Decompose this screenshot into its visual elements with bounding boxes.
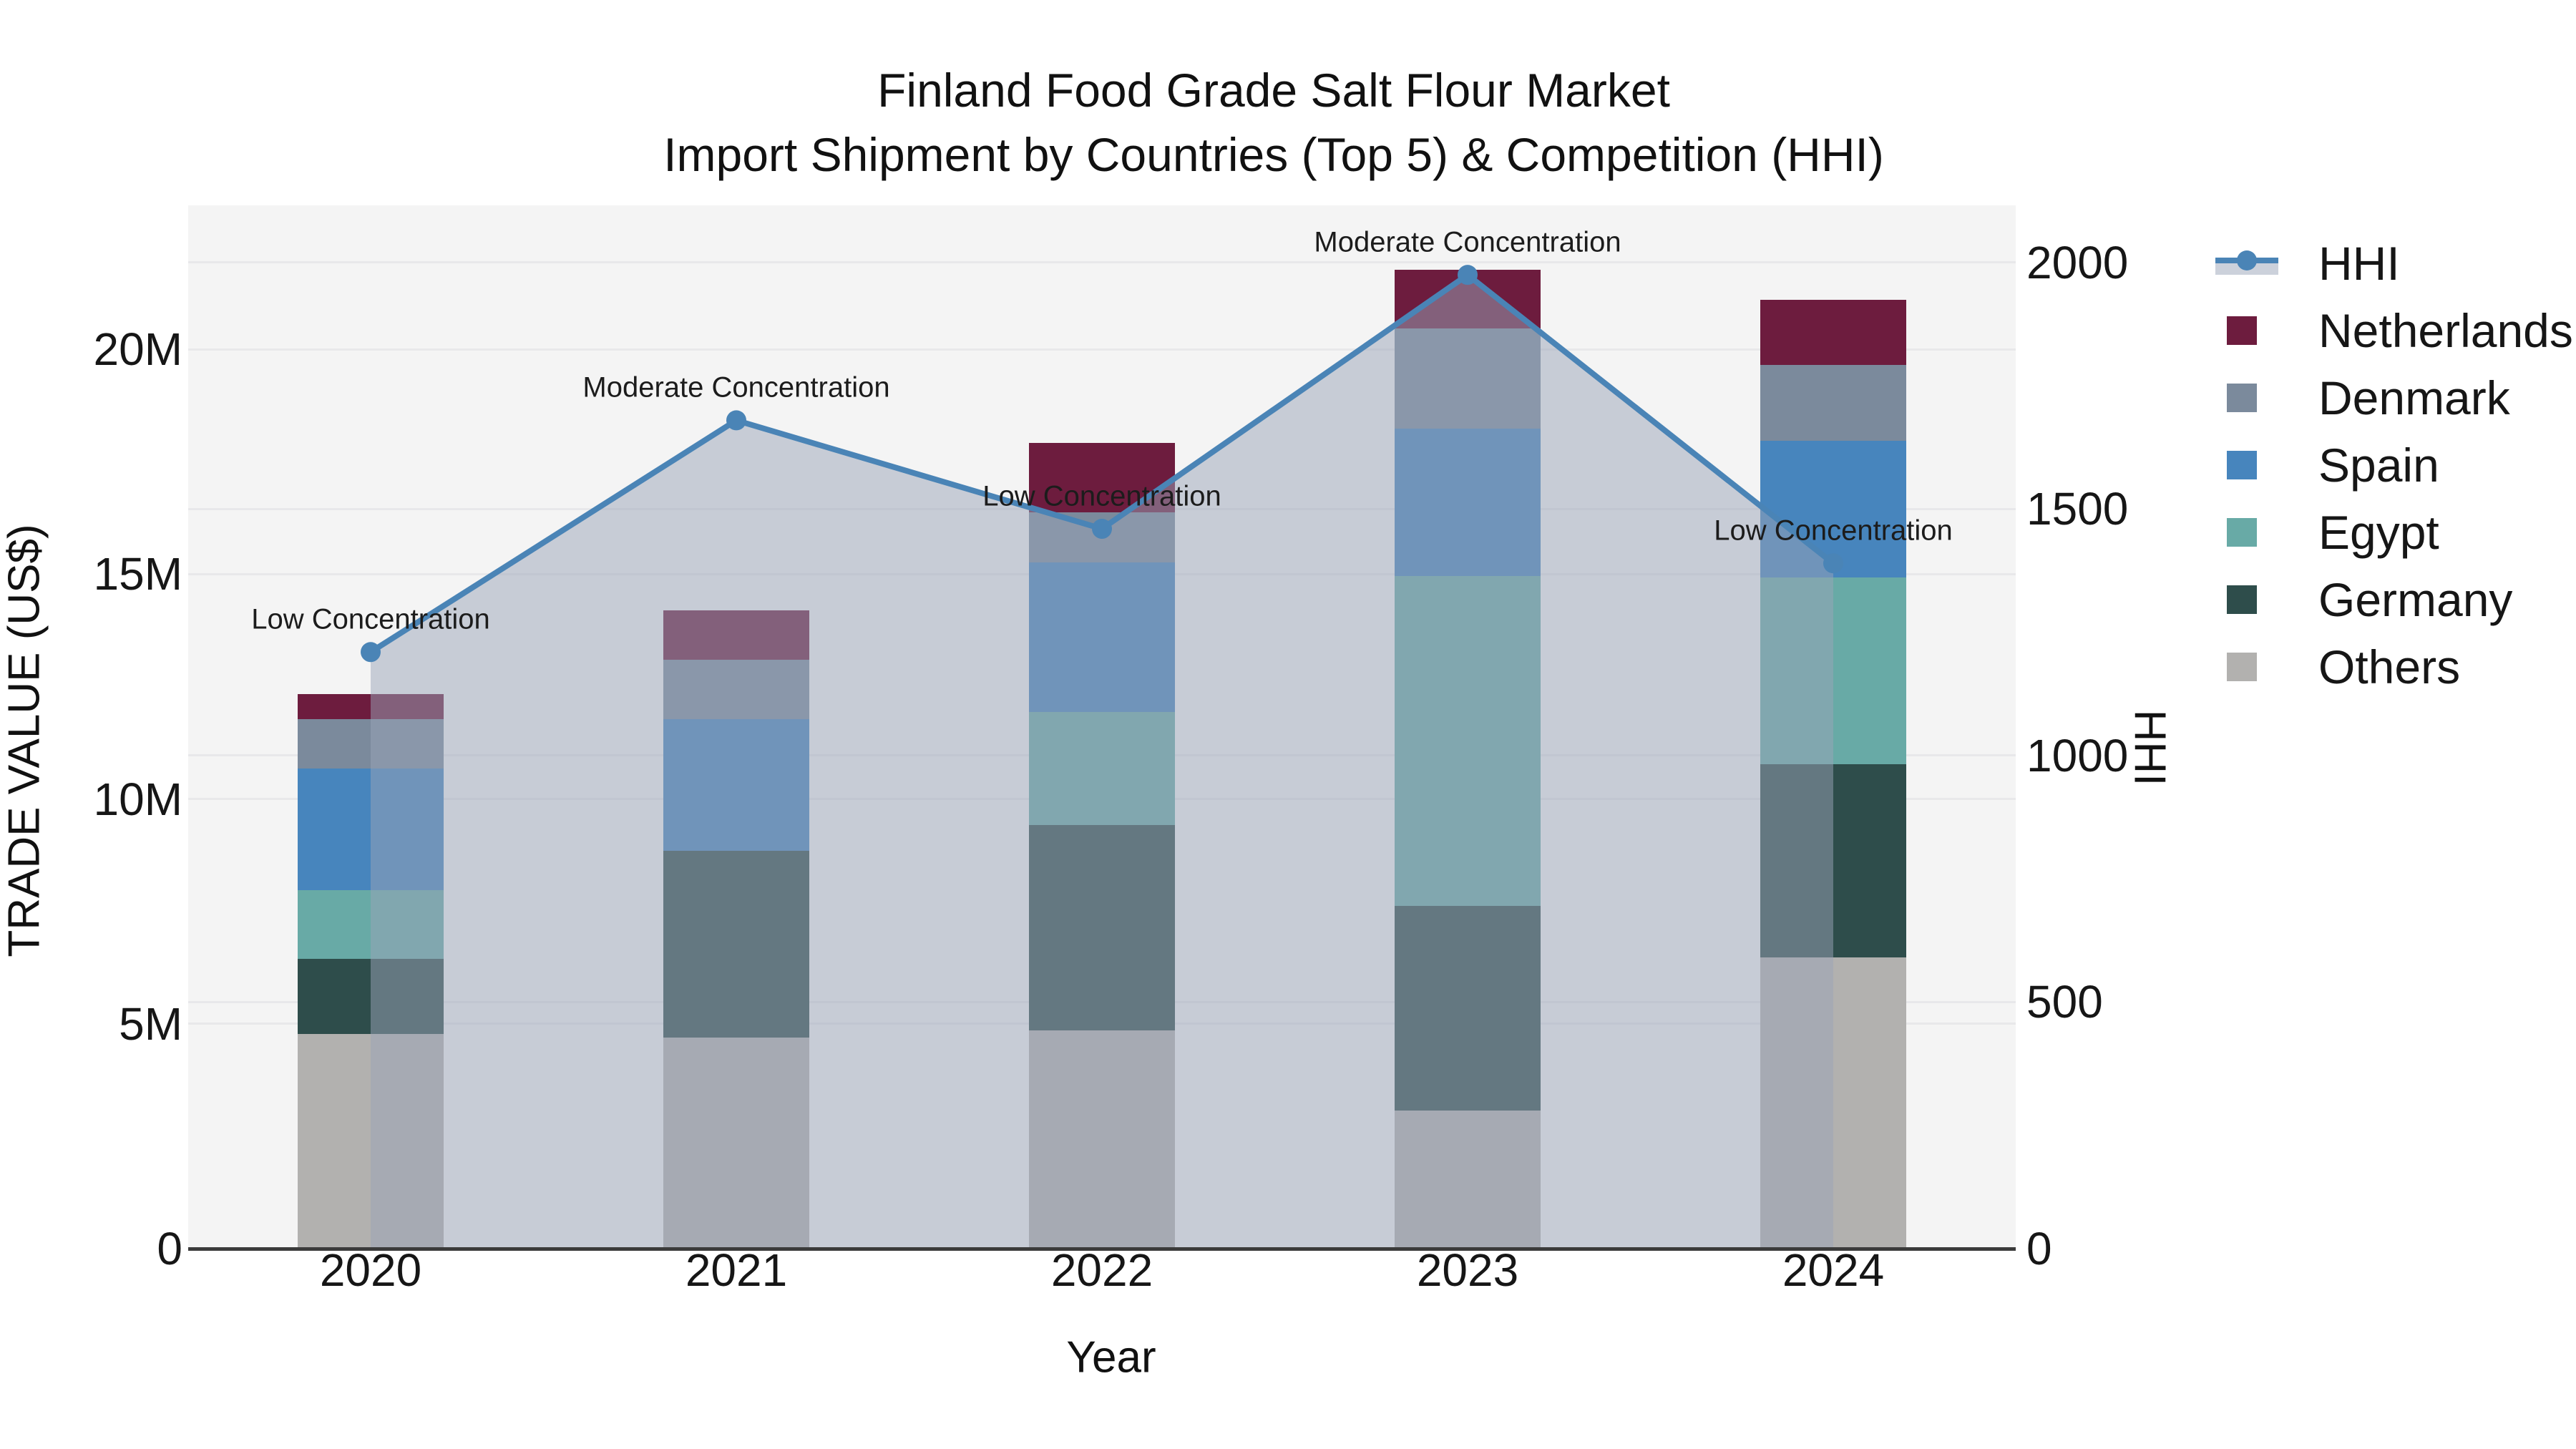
legend-swatch-spain <box>2227 451 2257 479</box>
x-axis-tick-2020: 2020 <box>319 1244 422 1296</box>
hhi-marker-2020[interactable] <box>361 642 381 663</box>
plot-area <box>188 205 2016 1249</box>
legend-item-hhi[interactable]: HHI <box>2215 237 2400 290</box>
legend-swatch-denmark <box>2227 384 2257 412</box>
legend-sample-netherlands <box>2215 316 2287 345</box>
right-axis-tick-2000: 2000 <box>2026 236 2129 288</box>
y-axis-title-right: HHI <box>2124 709 2175 786</box>
hhi-marker-2022[interactable] <box>1092 519 1112 540</box>
x-axis-title: Year <box>1066 1332 1156 1382</box>
annotation-2022: Low Concentration <box>982 480 1221 512</box>
hhi-marker-2021[interactable] <box>726 410 746 431</box>
chart-title-line1: Finland Food Grade Salt Flour Market <box>877 64 1670 117</box>
gridline-left-axis <box>188 348 2016 351</box>
hhi-marker-swatch <box>2237 250 2257 270</box>
legend-item-denmark[interactable]: Denmark <box>2215 371 2510 424</box>
legend-item-germany[interactable]: Germany <box>2215 573 2513 626</box>
legend-swatch-germany <box>2227 585 2257 614</box>
legend-item-others[interactable]: Others <box>2215 640 2461 693</box>
legend-item-netherlands[interactable]: Netherlands <box>2215 304 2573 357</box>
left-axis-tick-15M: 15M <box>93 548 183 600</box>
legend-label-germany: Germany <box>2318 573 2513 626</box>
annotation-2020: Low Concentration <box>251 603 490 635</box>
hhi-line-layer <box>361 265 1843 1249</box>
annotation-2021: Moderate Concentration <box>582 371 890 404</box>
chart-title-line2: Import Shipment by Countries (Top 5) & C… <box>663 128 1884 181</box>
x-axis-tick-2021: 2021 <box>685 1244 788 1296</box>
legend-swatch-netherlands <box>2227 316 2257 345</box>
legend-sample-spain <box>2215 451 2287 479</box>
legend-item-egypt[interactable]: Egypt <box>2215 506 2439 559</box>
annotation-2023: Moderate Concentration <box>1314 226 1621 258</box>
legend-label-spain: Spain <box>2318 439 2439 492</box>
legend-label-egypt: Egypt <box>2318 506 2439 559</box>
legend-sample-hhi <box>2215 249 2287 278</box>
left-axis-tick-5M: 5M <box>119 997 182 1050</box>
hhi-line-sample <box>2215 249 2278 278</box>
annotation-2024: Low Concentration <box>1714 514 1953 547</box>
legend-sample-denmark <box>2215 384 2287 412</box>
legend-swatch-egypt <box>2227 518 2257 547</box>
right-axis-tick-500: 500 <box>2026 976 2103 1028</box>
hhi-marker-2024[interactable] <box>1823 553 1843 574</box>
right-axis-tick-0: 0 <box>2026 1223 2052 1274</box>
legend-sample-germany <box>2215 585 2287 614</box>
right-axis-tick-1500: 1500 <box>2026 483 2129 535</box>
bar-segment-denmark-2024[interactable] <box>1760 365 1906 441</box>
legend-label-hhi: HHI <box>2318 237 2400 290</box>
x-axis-tick-2024: 2024 <box>1782 1244 1885 1296</box>
x-axis-tick-2023: 2023 <box>1416 1244 1519 1296</box>
legend-label-denmark: Denmark <box>2318 371 2510 424</box>
left-axis-tick-0: 0 <box>157 1223 182 1274</box>
x-axis-tick-2022: 2022 <box>1050 1244 1153 1296</box>
legend-label-others: Others <box>2318 640 2461 693</box>
bar-segment-netherlands-2024[interactable] <box>1760 299 1906 366</box>
left-axis-tick-10M: 10M <box>93 773 183 825</box>
legend-item-spain[interactable]: Spain <box>2215 439 2439 492</box>
legend-label-netherlands: Netherlands <box>2318 304 2573 357</box>
legend-sample-egypt <box>2215 518 2287 547</box>
left-axis-tick-20M: 20M <box>93 323 183 376</box>
hhi-marker-2023[interactable] <box>1458 265 1478 286</box>
x-axis-line <box>188 1247 2016 1251</box>
legend-swatch-others <box>2227 653 2257 681</box>
legend-sample-others <box>2215 653 2287 681</box>
hhi-area-fill <box>371 275 1833 1249</box>
right-axis-tick-1000: 1000 <box>2026 729 2129 781</box>
gridline-right-axis <box>188 261 2016 264</box>
